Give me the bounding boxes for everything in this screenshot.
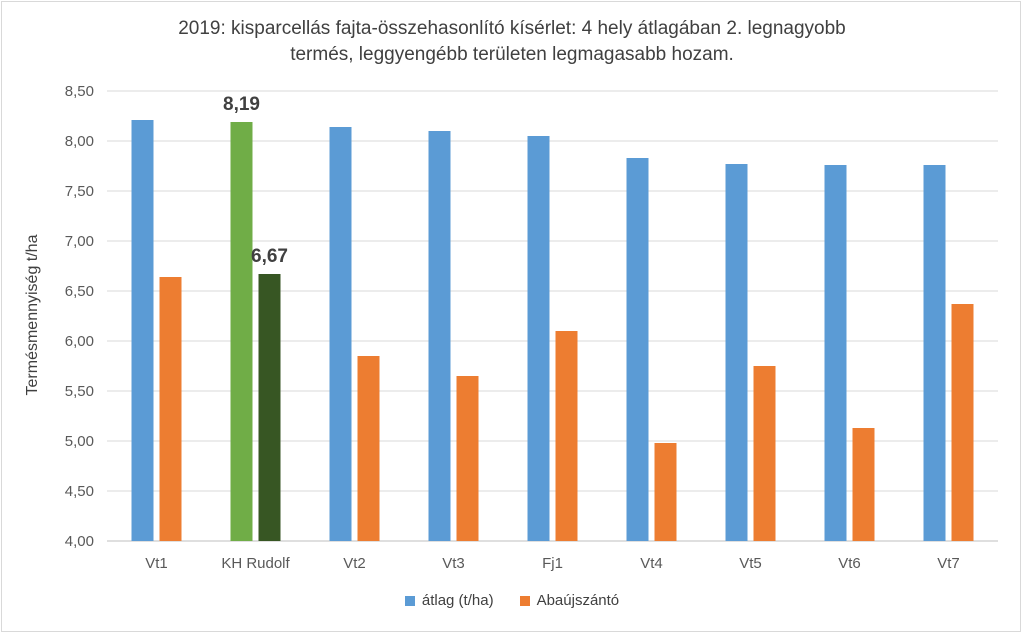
bar-atlag bbox=[923, 165, 946, 541]
y-tick-label: 7,00 bbox=[65, 233, 94, 250]
x-tick-label: Fj1 bbox=[542, 555, 563, 572]
legend-label-abaujszanto: Abaújszántó bbox=[536, 592, 620, 609]
y-tick-label: 4,00 bbox=[65, 533, 94, 550]
x-tick-label: KH Rudolf bbox=[221, 555, 290, 572]
x-tick-label: Vt3 bbox=[442, 555, 465, 572]
bar-abaujszanto bbox=[753, 366, 776, 541]
legend: átlag (t/ha) Abaújszántó bbox=[0, 592, 1024, 609]
bar-abaujszanto bbox=[654, 443, 677, 541]
bar-atlag bbox=[527, 136, 550, 541]
x-tick-labels: Vt1 KH Rudolf Vt2 Vt3 Fj1 Vt4 Vt5 Vt6 Vt7 bbox=[145, 555, 960, 572]
y-tick-labels: 4,00 4,50 5,00 5,50 6,00 6,50 7,00 7,50 8,00 8,50 bbox=[65, 83, 94, 550]
legend-label-atlag: átlag (t/ha) bbox=[421, 592, 494, 609]
y-tick-label: 7,50 bbox=[65, 183, 94, 200]
chart-title-line-2: termés, leggyengébb területen legmagasab… bbox=[290, 44, 734, 65]
bar-abaujszanto bbox=[258, 274, 281, 541]
y-tick-label: 8,50 bbox=[65, 83, 94, 100]
x-tick-label: Vt4 bbox=[640, 555, 663, 572]
x-tick-label: Vt2 bbox=[343, 555, 366, 572]
legend-item-abaujszanto: Abaújszántó bbox=[519, 592, 620, 609]
y-tick-label: 5,50 bbox=[65, 383, 94, 400]
legend-swatch-abaujszanto bbox=[519, 595, 530, 606]
bar-atlag bbox=[329, 127, 352, 541]
bar-abaujszanto bbox=[951, 304, 974, 541]
bar-atlag bbox=[725, 164, 748, 541]
y-tick-label: 6,50 bbox=[65, 283, 94, 300]
bar-atlag bbox=[131, 120, 154, 541]
bar-abaujszanto bbox=[555, 331, 578, 541]
x-tick-label: Vt7 bbox=[937, 555, 960, 572]
bar-atlag bbox=[230, 122, 253, 541]
legend-item-atlag: átlag (t/ha) bbox=[404, 592, 494, 609]
x-tick-label: Vt5 bbox=[739, 555, 762, 572]
legend-swatch-atlag bbox=[404, 595, 415, 606]
data-label: 8,19 bbox=[223, 94, 260, 115]
data-label: 6,67 bbox=[251, 246, 288, 267]
chart-title-line-1: 2019: kisparcellás fajta-összehasonlító … bbox=[178, 18, 846, 39]
bar-atlag bbox=[428, 131, 451, 541]
bar-atlag bbox=[626, 158, 649, 541]
bars bbox=[131, 120, 974, 541]
y-tick-label: 8,00 bbox=[65, 133, 94, 150]
x-tick-label: Vt6 bbox=[838, 555, 861, 572]
bar-abaujszanto bbox=[357, 356, 380, 541]
data-labels: 8,19 6,67 bbox=[223, 94, 288, 267]
bar-abaujszanto bbox=[456, 376, 479, 541]
gridlines bbox=[107, 90, 998, 542]
x-tick-label: Vt1 bbox=[145, 555, 168, 572]
y-tick-label: 4,50 bbox=[65, 483, 94, 500]
bar-abaujszanto bbox=[159, 277, 182, 541]
bar-atlag bbox=[824, 165, 847, 541]
y-tick-label: 5,00 bbox=[65, 433, 94, 450]
y-tick-label: 6,00 bbox=[65, 333, 94, 350]
bar-abaujszanto bbox=[852, 428, 875, 541]
